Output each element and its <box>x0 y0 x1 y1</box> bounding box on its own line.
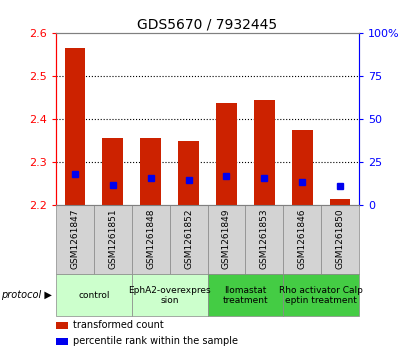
Bar <box>132 274 208 317</box>
Text: GSM1261850: GSM1261850 <box>336 209 344 269</box>
Text: GSM1261846: GSM1261846 <box>298 209 307 269</box>
Bar <box>170 205 208 274</box>
Bar <box>140 138 161 205</box>
Text: GSM1261851: GSM1261851 <box>108 209 117 269</box>
Bar <box>208 274 283 317</box>
Bar <box>245 205 283 274</box>
Text: Rho activator Calp
eptin treatment: Rho activator Calp eptin treatment <box>279 286 363 305</box>
Text: transformed count: transformed count <box>73 321 164 330</box>
Bar <box>321 205 359 274</box>
Text: percentile rank within the sample: percentile rank within the sample <box>73 337 238 346</box>
Bar <box>283 205 321 274</box>
Bar <box>103 138 123 205</box>
Text: Ilomastat
treatment: Ilomastat treatment <box>222 286 268 305</box>
Bar <box>94 205 132 274</box>
Text: GSM1261849: GSM1261849 <box>222 209 231 269</box>
Text: GSM1261852: GSM1261852 <box>184 209 193 269</box>
Bar <box>56 205 94 274</box>
Bar <box>208 205 245 274</box>
Bar <box>254 99 275 205</box>
Text: control: control <box>78 291 110 300</box>
Text: GSM1261847: GSM1261847 <box>71 209 79 269</box>
Bar <box>292 130 312 205</box>
Bar <box>65 48 85 205</box>
Bar <box>56 338 68 345</box>
Text: GSM1261853: GSM1261853 <box>260 209 269 269</box>
Text: GSM1261848: GSM1261848 <box>146 209 155 269</box>
Bar <box>283 274 359 317</box>
Title: GDS5670 / 7932445: GDS5670 / 7932445 <box>137 17 278 32</box>
Bar <box>330 199 350 205</box>
Bar <box>56 322 68 329</box>
Text: protocol ▶: protocol ▶ <box>1 290 52 301</box>
Text: EphA2-overexpres
sion: EphA2-overexpres sion <box>128 286 211 305</box>
Bar <box>178 140 199 205</box>
Bar <box>216 103 237 205</box>
Bar <box>132 205 170 274</box>
Bar <box>56 274 132 317</box>
